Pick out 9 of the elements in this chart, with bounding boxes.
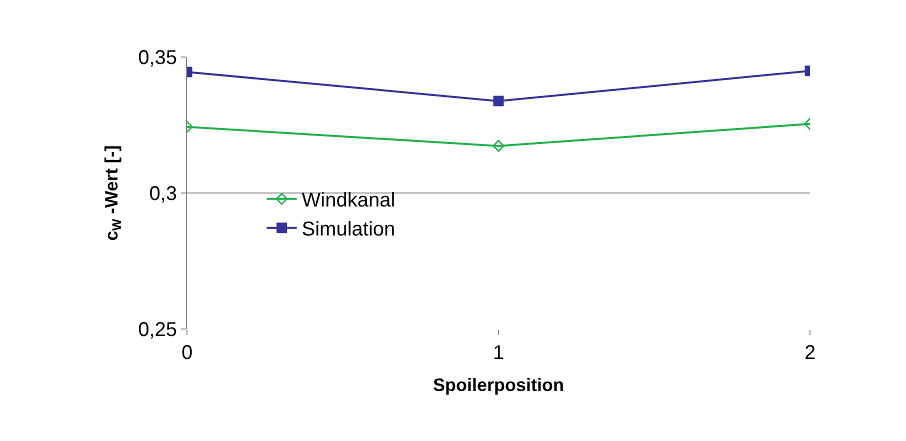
- y-tick-label: 0,35: [138, 47, 177, 69]
- x-tick-label: 2: [804, 342, 816, 364]
- y-tick-label: 0,3: [149, 183, 177, 205]
- x-axis-title: Spoilerposition: [432, 375, 564, 396]
- legend-label: Simulation: [302, 218, 396, 241]
- x-tick-label: 1: [492, 342, 504, 364]
- legend-label: Windkanal: [302, 190, 396, 212]
- y-tick-label: 0,25: [138, 319, 177, 341]
- x-tick-label: 0: [181, 342, 193, 364]
